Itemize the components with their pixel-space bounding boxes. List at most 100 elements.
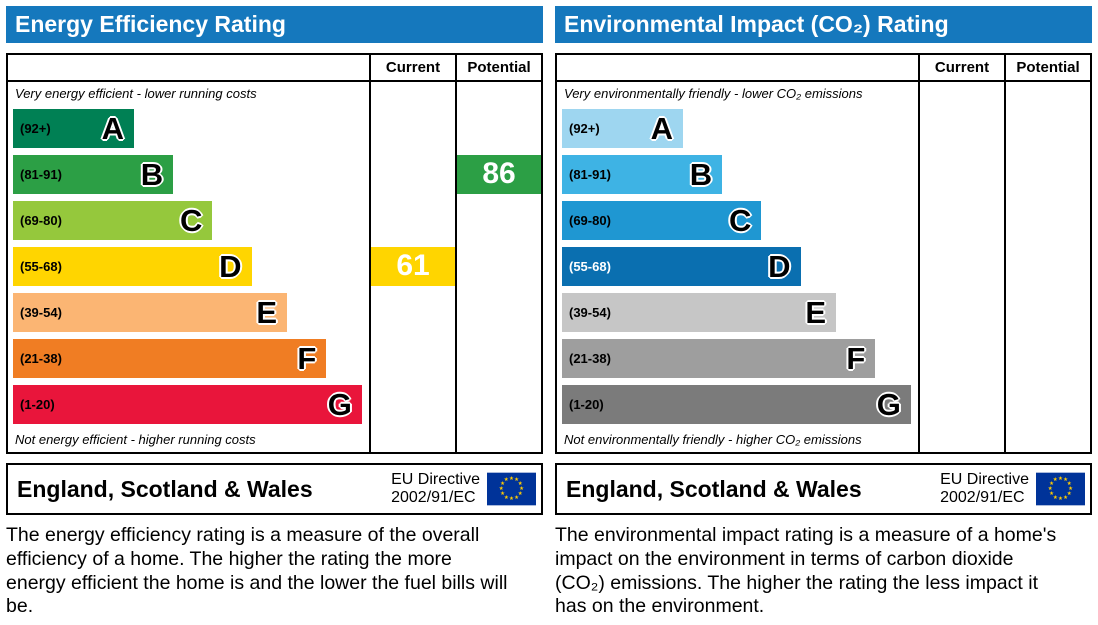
- potential-cell: [455, 289, 541, 335]
- current-cell: [369, 335, 455, 381]
- band-c: (69-80) C: [562, 200, 762, 240]
- current-cell: [918, 289, 1004, 335]
- band-row-f: (21-38) F: [8, 335, 541, 381]
- svg-text:★: ★: [509, 495, 514, 502]
- svg-text:★: ★: [1049, 480, 1054, 487]
- svg-text:★: ★: [1049, 490, 1054, 497]
- potential-cell: [1004, 151, 1090, 197]
- band-row-c: (69-80) C: [557, 197, 1090, 243]
- svg-text:★: ★: [1058, 495, 1063, 502]
- current-cell: 61: [369, 243, 455, 289]
- band-row-e: (39-54) E: [557, 289, 1090, 335]
- band-range: (1-20): [569, 396, 604, 412]
- band-e: (39-54) E: [562, 292, 837, 332]
- current-rating-value: 61: [371, 246, 455, 286]
- svg-text:★: ★: [1048, 485, 1053, 492]
- potential-cell: [455, 381, 541, 427]
- band-letter: E: [805, 294, 827, 330]
- band-range: (39-54): [20, 304, 62, 320]
- band-row-e: (39-54) E: [8, 289, 541, 335]
- svg-text:★: ★: [1053, 494, 1058, 501]
- chart-rows: (92+) A (81-91) B 86 (69-80) C (55-68) D 61 (39-54…: [8, 105, 541, 427]
- top-note-row: Very environmentally friendly - lower CO…: [557, 82, 1090, 105]
- current-cell: [369, 151, 455, 197]
- band-row-a: (92+) A: [557, 105, 1090, 151]
- bottom-note-row: Not environmentally friendly - higher CO…: [557, 427, 1090, 452]
- svg-text:★: ★: [500, 490, 505, 497]
- band-e: (39-54) E: [13, 292, 288, 332]
- band-letter: B: [689, 156, 713, 192]
- eu-flag-icon: ★ ★★★★★★★★★★★: [487, 472, 536, 506]
- current-cell: [369, 105, 455, 151]
- band-range: (21-38): [20, 350, 62, 366]
- band-letter: G: [876, 386, 901, 422]
- band-row-g: (1-20) G: [8, 381, 541, 427]
- table-header-row: Current Potential: [8, 55, 541, 82]
- band-range: (81-91): [20, 166, 62, 182]
- band-row-a: (92+) A: [8, 105, 541, 151]
- current-cell: [918, 335, 1004, 381]
- svg-text:★: ★: [514, 476, 519, 483]
- band-range: (1-20): [20, 396, 55, 412]
- chart-rows: (92+) A (81-91) B (69-80) C (55-68) D (39-54) E (2…: [557, 105, 1090, 427]
- band-range: (55-68): [569, 258, 611, 274]
- band-range: (21-38): [569, 350, 611, 366]
- panel-description: The environmental impact rating is a mea…: [555, 524, 1057, 618]
- band-letter: C: [728, 202, 752, 238]
- band-g: (1-20) G: [562, 384, 911, 424]
- band-letter: E: [256, 294, 278, 330]
- potential-column-header: Potential: [1004, 55, 1090, 80]
- current-cell: [369, 197, 455, 243]
- eu-directive-label: EU Directive 2002/91/EC: [940, 470, 1029, 506]
- current-cell: [918, 151, 1004, 197]
- band-range: (92+): [569, 120, 600, 136]
- rating-table: Current Potential Very energy efficient …: [6, 53, 543, 454]
- panel-title: Environmental Impact (CO₂) Rating: [555, 6, 1092, 43]
- svg-text:★: ★: [519, 485, 524, 492]
- table-header-row: Current Potential: [557, 55, 1090, 82]
- svg-text:★: ★: [1058, 475, 1063, 482]
- energy-efficiency-panel: Energy Efficiency Rating Current Potenti…: [6, 6, 543, 619]
- band-letter: A: [101, 110, 125, 146]
- band-row-b: (81-91) B: [557, 151, 1090, 197]
- band-range: (39-54): [569, 304, 611, 320]
- band-range: (69-80): [20, 212, 62, 228]
- band-letter: F: [846, 340, 866, 376]
- footer-bar: England, Scotland & Wales EU Directive 2…: [555, 463, 1092, 515]
- current-cell: [918, 243, 1004, 289]
- potential-column-header: Potential: [455, 55, 541, 80]
- current-cell: [369, 381, 455, 427]
- top-note: Very environmentally friendly - lower CO…: [564, 86, 863, 101]
- top-note-row: Very energy efficient - lower running co…: [8, 82, 541, 105]
- bottom-note: Not energy efficient - higher running co…: [15, 432, 256, 447]
- band-b: (81-91) B: [562, 154, 723, 194]
- top-note: Very energy efficient - lower running co…: [15, 86, 257, 101]
- band-range: (81-91): [569, 166, 611, 182]
- svg-text:★: ★: [1067, 490, 1072, 497]
- potential-cell: [1004, 243, 1090, 289]
- bottom-note: Not environmentally friendly - higher CO…: [564, 432, 862, 447]
- potential-cell: 86: [455, 151, 541, 197]
- band-row-c: (69-80) C: [8, 197, 541, 243]
- band-letter: D: [219, 248, 242, 284]
- bottom-note-row: Not energy efficient - higher running co…: [8, 427, 541, 452]
- potential-cell: [455, 335, 541, 381]
- svg-text:★: ★: [1053, 476, 1058, 483]
- potential-cell: [1004, 197, 1090, 243]
- svg-text:★: ★: [500, 480, 505, 487]
- svg-text:★: ★: [1068, 485, 1073, 492]
- svg-text:★: ★: [1067, 480, 1072, 487]
- current-cell: [918, 197, 1004, 243]
- band-row-d: (55-68) D: [557, 243, 1090, 289]
- band-a: (92+) A: [13, 108, 135, 148]
- band-range: (69-80): [569, 212, 611, 228]
- current-cell: [918, 381, 1004, 427]
- band-a: (92+) A: [562, 108, 684, 148]
- svg-text:★: ★: [504, 476, 509, 483]
- svg-text:★: ★: [518, 490, 523, 497]
- svg-text:★: ★: [499, 485, 504, 492]
- band-g: (1-20) G: [13, 384, 362, 424]
- band-row-b: (81-91) B 86: [8, 151, 541, 197]
- current-cell: [369, 289, 455, 335]
